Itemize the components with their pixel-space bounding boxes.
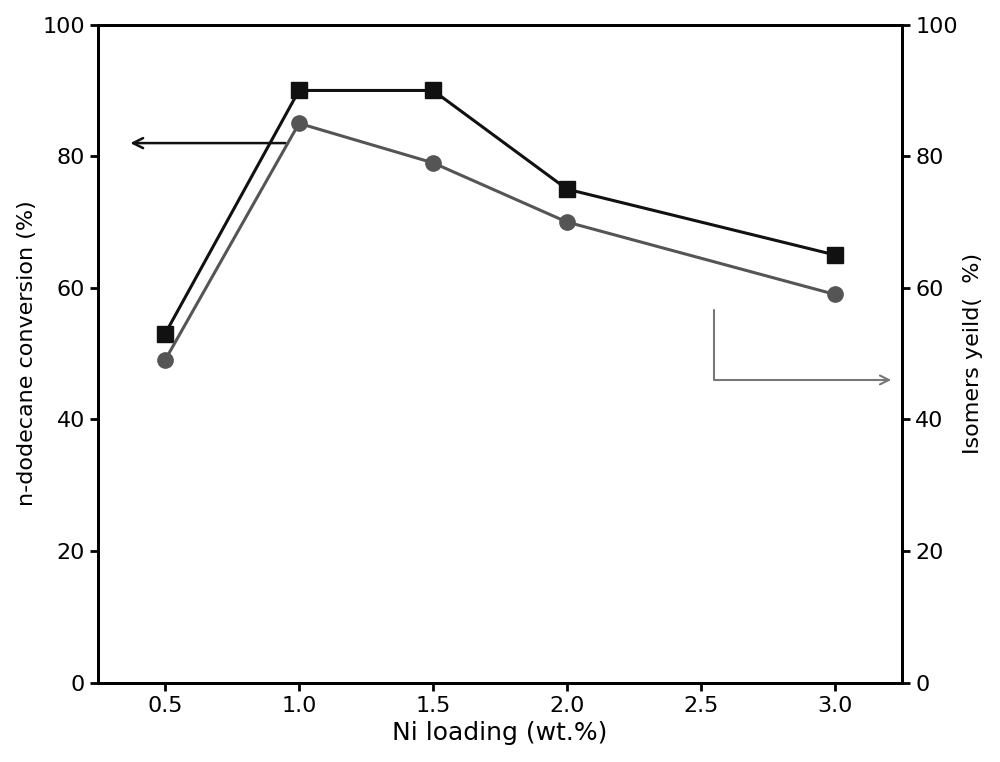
Y-axis label: Isomers yeild(  %): Isomers yeild( %) (963, 253, 983, 454)
Y-axis label: n-dodecane conversion (%): n-dodecane conversion (%) (17, 200, 37, 507)
X-axis label: Ni loading (wt.%): Ni loading (wt.%) (392, 722, 608, 745)
